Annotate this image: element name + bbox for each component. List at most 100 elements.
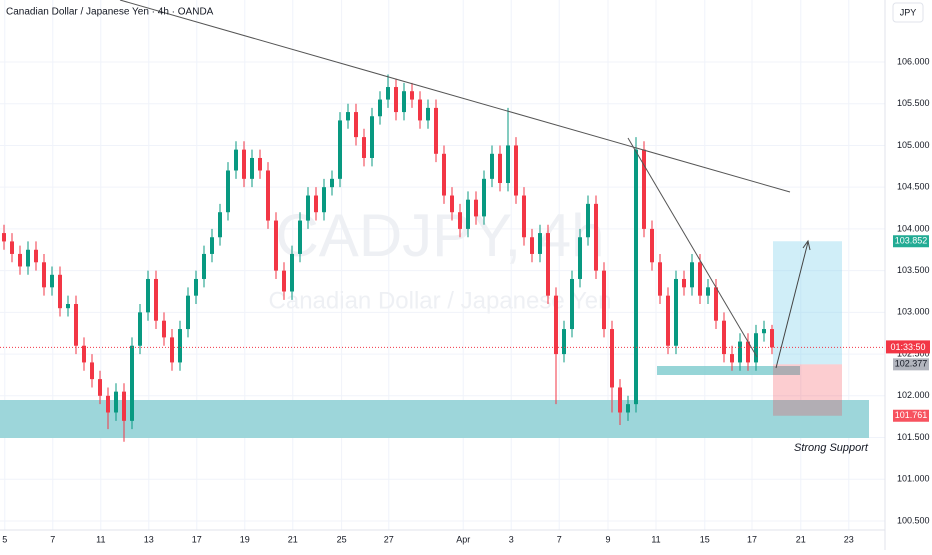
price-axis: 100.500 101.000 101.500 102.000 102.500 103.0…: [2, 56, 930, 544]
candle-body: [274, 220, 278, 271]
y-tick-label: 102.500: [897, 348, 930, 358]
y-tick-label: 104.000: [897, 223, 930, 233]
candle-body: [554, 295, 558, 355]
candle-body: [690, 262, 694, 288]
countdown: 01:33:50: [890, 342, 925, 352]
candle-body: [458, 212, 462, 229]
y-tick-label: 103.500: [897, 265, 930, 275]
candle-body: [626, 404, 630, 413]
candle-body: [82, 345, 86, 363]
candle-body: [434, 107, 438, 154]
candle-body: [50, 274, 54, 288]
chart-title: Canadian Dollar / Japanese Yen · 4h · OA…: [6, 7, 214, 18]
candles: [0, 74, 885, 442]
candle-body: [610, 329, 614, 388]
candle-body: [770, 329, 774, 348]
candle-body: [338, 120, 342, 179]
candle-body: [530, 237, 534, 254]
candle-body: [570, 278, 574, 330]
x-tick-label: 7: [50, 534, 55, 544]
annotation: Strong Support: [794, 442, 869, 454]
watermark-subtitle: Canadian Dollar / Japanese Yen: [269, 287, 612, 314]
candle-body: [594, 203, 598, 271]
x-tick-label: 11: [651, 534, 660, 544]
candle-body: [746, 341, 750, 363]
candle-body: [66, 304, 70, 309]
trendline: [119, 0, 791, 193]
currency[interactable]: JPY: [900, 7, 917, 17]
candle-body: [362, 137, 366, 158]
candle-body: [226, 170, 230, 213]
candle-body: [682, 278, 686, 288]
price-label: 103.852: [895, 236, 928, 246]
candle-body: [10, 241, 14, 254]
y-tick-label: 101.500: [897, 432, 930, 442]
candle-body: [42, 262, 46, 288]
candle-body: [218, 212, 222, 238]
candle-body: [658, 262, 662, 296]
candle-body: [330, 178, 334, 188]
candle-body: [58, 274, 62, 309]
candle-body: [354, 112, 358, 138]
currency-button[interactable]: [892, 2, 924, 23]
stop-zone: [773, 364, 842, 416]
x-tick-label: 9: [605, 534, 610, 544]
price-label-box: [893, 235, 929, 248]
candle-body: [618, 387, 622, 413]
candle-body: [346, 112, 350, 121]
candle-body: [706, 287, 710, 296]
support-zone: [0, 400, 869, 438]
candle-body: [418, 99, 422, 121]
candle-body: [370, 116, 374, 158]
candle-body: [426, 107, 430, 121]
breakout-zone: [657, 366, 800, 375]
y-tick-label: 101.000: [897, 474, 930, 484]
arrow-head: [802, 239, 811, 251]
x-tick-label: 11: [96, 534, 105, 544]
y-tick-label: 106.000: [897, 56, 930, 66]
price-label-box: [893, 358, 929, 371]
candle-body: [178, 329, 182, 363]
candle-body: [538, 233, 542, 254]
candle-body: [290, 253, 294, 292]
candle-body: [138, 312, 142, 346]
x-tick-label: 25: [337, 534, 347, 544]
candle-body: [122, 391, 126, 421]
candle-body: [130, 345, 134, 421]
candle-body: [506, 145, 510, 184]
candle-body: [410, 91, 414, 100]
candle-body: [762, 329, 766, 334]
x-tick-label: 3: [509, 534, 514, 544]
candle-body: [154, 278, 158, 321]
candle-body: [90, 362, 94, 380]
candle-body: [258, 157, 262, 171]
candle-body: [210, 237, 214, 254]
y-tick-label: 102.000: [897, 390, 930, 400]
candle-body: [202, 253, 206, 279]
candle-body: [466, 199, 470, 229]
candle-body: [378, 99, 382, 117]
y-tick-label: 105.000: [897, 140, 930, 150]
candle-body: [674, 278, 678, 346]
candle-body: [714, 287, 718, 321]
x-tick-label: 19: [240, 534, 250, 544]
candle-body: [306, 195, 310, 221]
candle-body: [162, 320, 166, 338]
candle-body: [146, 278, 150, 313]
candle-body: [266, 170, 270, 221]
candle-body: [730, 354, 734, 363]
countdown-box: [886, 340, 930, 354]
candle-body: [482, 178, 486, 217]
candle-body: [298, 220, 302, 254]
candle-body: [474, 199, 478, 217]
candle-body: [498, 153, 502, 184]
candle-body: [250, 157, 254, 179]
candle-body: [234, 149, 238, 171]
candle-body: [738, 341, 742, 363]
x-tick-label: Apr: [456, 534, 470, 544]
candle-body: [282, 270, 286, 292]
candle-body: [26, 249, 30, 267]
position-tool: [773, 241, 842, 416]
x-tick-label: 15: [700, 534, 710, 544]
